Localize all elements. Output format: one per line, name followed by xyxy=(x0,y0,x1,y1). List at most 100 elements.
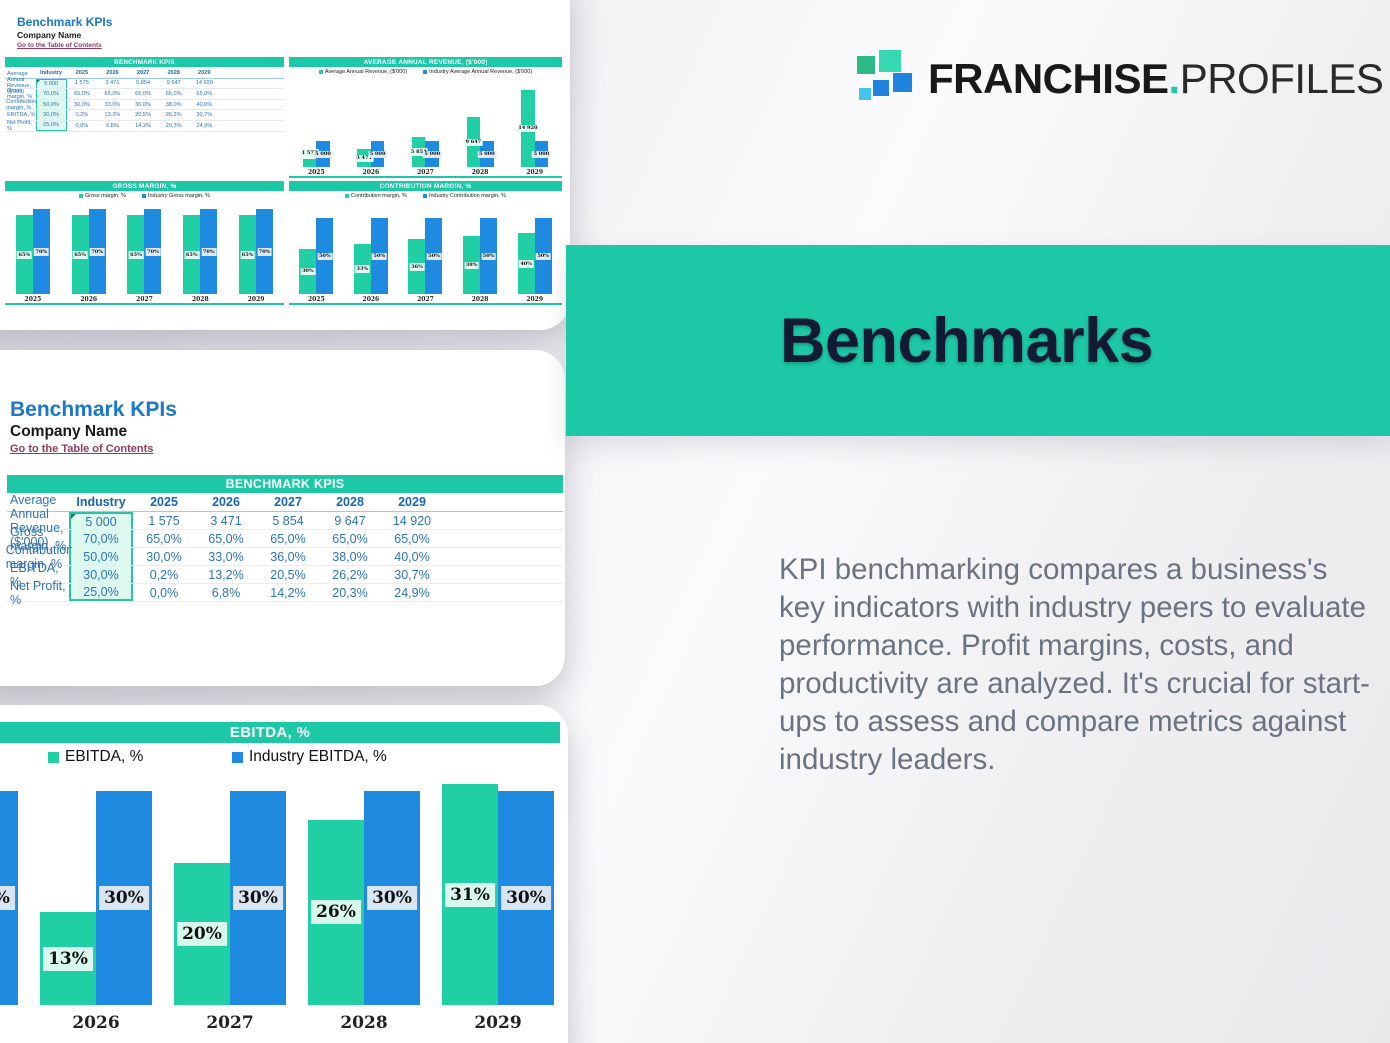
table-header-row: Industry 2025 2026 2027 2028 2029 xyxy=(5,68,284,79)
chart-group: 20% 30% 2027 xyxy=(163,770,297,1033)
category-label: 2026 xyxy=(362,169,380,176)
bar: 65% xyxy=(239,215,257,294)
bar: 3 471 xyxy=(354,149,374,167)
table-cell: 40,0% xyxy=(394,549,430,564)
bar-value-label: 20% xyxy=(177,921,227,946)
legend-label: Industry Contribution margin, % xyxy=(428,193,506,199)
table-row: Net Profit, % 25,0% 0,0% 6,8% 14,2% 20,3% 24,9… xyxy=(5,120,284,132)
chart-bars: 65% 70% xyxy=(239,203,274,294)
bar: 5 854 xyxy=(409,136,429,167)
bar-value-label: 5 000 xyxy=(422,150,442,159)
table-section-header: BENCHMARK KPIS xyxy=(7,475,563,493)
bar-value-label: 33% xyxy=(355,265,370,273)
table-cell: 65,0% xyxy=(146,531,182,546)
table-cell: 38,0% xyxy=(165,101,182,108)
row-label: EBITDA, % xyxy=(7,112,36,119)
table-of-contents-link[interactable]: Go to the Table of Contents xyxy=(10,443,154,455)
chart-group: 36% 50% 2027 xyxy=(398,201,453,303)
table-cell: 20,5% xyxy=(270,567,306,582)
chart-group: 13% 30% 2026 xyxy=(29,770,163,1033)
sheet-title: Benchmark KPIs xyxy=(10,398,177,421)
table-cell: 65,0% xyxy=(208,531,244,546)
category-label: 2027 xyxy=(206,1013,254,1033)
bar: 30% xyxy=(96,791,152,1005)
category-label: 2028 xyxy=(191,296,209,303)
bar: 30% xyxy=(299,248,317,294)
category-label: 2025 xyxy=(24,296,42,303)
column-header: Industry xyxy=(76,495,126,509)
bar-value-label: 30% xyxy=(233,886,283,911)
table-row: Gross margin, % 70,0% 65,0% 65,0% 65,0% 65,0%… xyxy=(5,88,284,100)
chart-group: 30%2025 xyxy=(0,770,29,1033)
chart-bars: 3 471 5 000 xyxy=(354,79,387,167)
category-label: 2029 xyxy=(526,169,544,176)
bar: 50% xyxy=(534,218,552,294)
bar: 65% xyxy=(183,215,201,294)
chart-bars: 38% 50% xyxy=(463,203,498,294)
bar: 50% xyxy=(370,218,388,294)
company-name: Company Name xyxy=(10,423,128,440)
row-label: Contribution margin, % xyxy=(6,98,37,111)
table-cell: 26,2% xyxy=(332,567,368,582)
legend-label: Industry Average Annual Revenue, ($'000) xyxy=(429,69,533,75)
category-label: 2025 xyxy=(307,296,325,303)
row-label: EBITDA, % xyxy=(10,560,59,589)
table-of-contents-link[interactable]: Go to the Table of Contents xyxy=(17,42,102,49)
chart-bars: 20% 30% xyxy=(174,770,286,1005)
bar: 38% xyxy=(463,236,481,294)
table-cell: 65,0% xyxy=(332,531,368,546)
chart-bars: 9 647 5 000 xyxy=(463,79,497,167)
table-row: Gross margin, % 70,0% 65,0% 65,0% 65,0% 65,0%… xyxy=(7,525,563,553)
bar-value-label: 70% xyxy=(89,248,105,256)
table-cell: 65,0% xyxy=(270,531,306,546)
table-cell: 9 647 xyxy=(334,513,366,528)
bar: 30% xyxy=(0,791,18,1005)
bar-value-label: 50% xyxy=(372,252,387,261)
bar: 70% xyxy=(200,209,218,294)
table-cell: 30,7% xyxy=(394,567,430,582)
chart-title: GROSS MARGIN, % xyxy=(5,181,284,191)
row-label: Average Annual Revenue, ($'000) xyxy=(7,71,31,96)
bar-value-label: 1 575 xyxy=(300,149,319,157)
table-row: Average Annual Revenue, ($'000) 5 000 1 57… xyxy=(5,71,284,96)
bar-value-label: 26% xyxy=(311,900,361,925)
table-cell: 30,0% xyxy=(35,110,67,120)
chart-group: 33% 50% 2026 xyxy=(344,201,399,303)
sheet-title: Benchmark KPIs xyxy=(17,15,113,29)
table-cell: 30,0% xyxy=(73,101,90,108)
table-cell: 0,0% xyxy=(75,122,89,129)
bar-value-label: 30% xyxy=(0,886,15,911)
brand-name-light: PROFILES xyxy=(1179,55,1384,102)
bar-value-label: 40% xyxy=(518,260,534,268)
table-cell: 30,7% xyxy=(196,112,213,119)
column-header: 2026 xyxy=(106,69,119,76)
column-header: 2028 xyxy=(336,495,364,509)
kpi-table: Industry 2025 2026 2027 2028 2029 Average Annu… xyxy=(6,493,563,607)
table-cell: 50,0% xyxy=(69,548,133,565)
legend-swatch-icon xyxy=(318,70,323,74)
chart-group: 65% 70% 2026 xyxy=(61,201,117,303)
chart-bars: 5 854 5 000 xyxy=(409,79,442,167)
column-header: 2026 xyxy=(212,495,240,509)
category-label: 2027 xyxy=(136,296,153,303)
chart-group: 5 854 5 000 2027 xyxy=(398,77,453,176)
table-cell: 9 647 xyxy=(166,80,181,87)
legend-swatch-icon xyxy=(345,194,349,198)
chart-plot: 65% 70% 2025 65% 70% 2026 65% 70% 2027 65% 70% 2028… xyxy=(5,201,284,303)
bar: 36% xyxy=(408,239,426,294)
legend-entry: Gross margin, % xyxy=(78,193,126,199)
bar: 20% xyxy=(174,862,230,1005)
ebitda-chart-card: EBITDA, % EBITDA, % Industry EBITDA, % 30… xyxy=(0,705,568,1043)
table-cell: 36,0% xyxy=(135,101,152,108)
legend-label: Industry EBITDA, % xyxy=(249,748,387,765)
bar: 65% xyxy=(71,215,89,294)
brand-separator: . xyxy=(1168,55,1181,102)
table-row: EBITDA, % 30,0% 0,2% 13,2% 20,5% 26,2% 30,7% xyxy=(7,560,563,589)
legend-label: Contribution margin, % xyxy=(351,193,407,199)
kpi-table-content: Benchmark KPIs Company Name Go to the Ta… xyxy=(0,350,565,686)
bar: 50% xyxy=(480,218,498,294)
table-row: Net Profit, % 25,0% 0,0% 6,8% 14,2% 20,3% 24,9… xyxy=(7,579,563,607)
chart-group: 31% 30% 2029 xyxy=(431,770,565,1033)
table-cell: 65,0% xyxy=(135,90,152,97)
